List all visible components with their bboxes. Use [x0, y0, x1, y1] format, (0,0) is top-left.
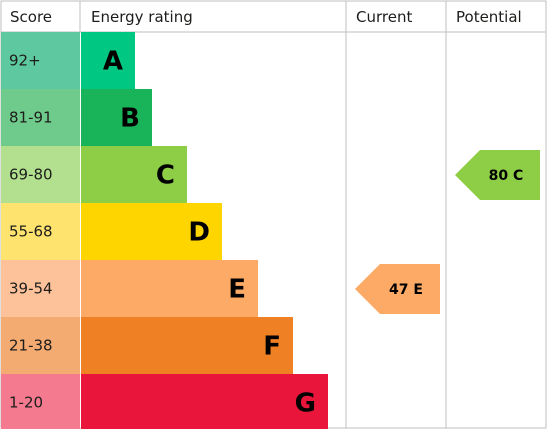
header-current: Current: [356, 8, 412, 26]
header-potential: Potential: [456, 8, 522, 26]
current-arrow: [355, 264, 440, 314]
score-label-e: 39-54: [9, 280, 53, 298]
rating-letter-d: D: [188, 218, 210, 248]
rating-letter-e: E: [228, 275, 246, 305]
rating-bar-g: [81, 374, 328, 429]
score-cell-d: [1, 203, 80, 260]
rating-arrows: 47 E 80 C: [355, 150, 540, 314]
rating-letter-f: F: [263, 332, 281, 362]
header-score: Score: [10, 8, 52, 26]
score-cell-e: [1, 260, 80, 317]
score-label-a: 92+: [9, 52, 41, 70]
score-label-d: 55-68: [9, 223, 53, 241]
rating-bar-c: [81, 146, 187, 203]
rating-bar-a: [81, 32, 135, 89]
potential-arrow: [455, 150, 540, 200]
rating-bar-e: [81, 260, 258, 317]
score-cell-c: [1, 146, 80, 203]
score-label-c: 69-80: [9, 166, 53, 184]
rating-bar-f: [81, 317, 293, 374]
rating-letter-g: G: [295, 389, 316, 419]
current-rating-label: 47 E: [389, 282, 423, 298]
header-energy-rating: Energy rating: [91, 8, 193, 26]
rating-bands: 92+ A 81-91 B 69-80 C 55-68 D 39-54 E 21-38 F 1-20 G: [1, 32, 328, 429]
score-label-f: 21-38: [9, 337, 53, 355]
rating-letter-a: A: [103, 47, 123, 77]
score-cell-b: [1, 89, 80, 146]
score-cell-g: [1, 374, 80, 429]
rating-bar-b: [81, 89, 152, 146]
score-cell-f: [1, 317, 80, 374]
score-label-g: 1-20: [9, 394, 43, 412]
score-cell-a: [1, 32, 80, 89]
score-label-b: 81-91: [9, 109, 53, 127]
rating-letter-c: C: [156, 161, 175, 191]
rating-letter-b: B: [120, 104, 140, 134]
rating-bar-d: [81, 203, 222, 260]
potential-rating-label: 80 C: [489, 168, 524, 184]
